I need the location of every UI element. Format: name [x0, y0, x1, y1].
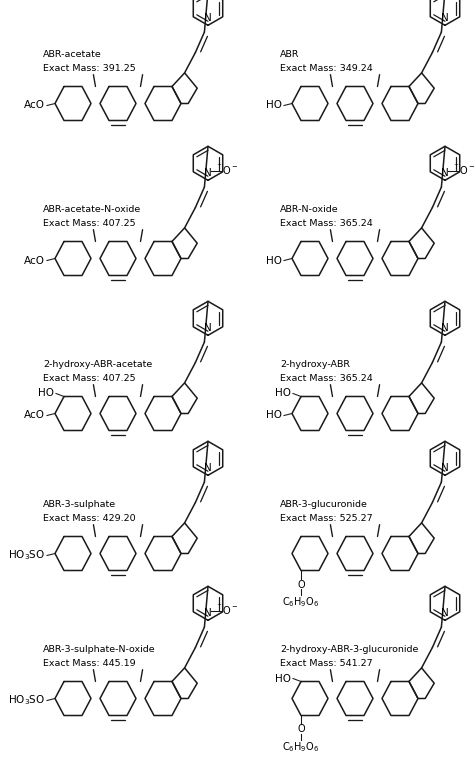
Text: HO: HO [266, 411, 282, 421]
Text: Exact Mass: 365.24: Exact Mass: 365.24 [280, 374, 373, 383]
Text: N: N [441, 13, 449, 23]
Text: Exact Mass: 365.24: Exact Mass: 365.24 [280, 219, 373, 228]
Text: N: N [204, 13, 212, 23]
Text: ABR: ABR [280, 50, 300, 59]
Text: AcO: AcO [24, 411, 45, 421]
Text: Exact Mass: 407.25: Exact Mass: 407.25 [43, 374, 136, 383]
Text: O: O [297, 579, 305, 590]
Text: ABR-acetate-N-oxide: ABR-acetate-N-oxide [43, 205, 141, 214]
Text: $^+$: $^+$ [215, 602, 223, 611]
Text: 2-hydroxy-ABR-acetate: 2-hydroxy-ABR-acetate [43, 360, 152, 369]
Text: O$^-$: O$^-$ [222, 604, 238, 616]
Text: 2-hydroxy-ABR-3-glucuronide: 2-hydroxy-ABR-3-glucuronide [280, 645, 419, 654]
Text: AcO: AcO [24, 101, 45, 110]
Text: C$_6$H$_9$O$_6$: C$_6$H$_9$O$_6$ [283, 596, 319, 609]
Text: Exact Mass: 391.25: Exact Mass: 391.25 [43, 64, 136, 73]
Text: AcO: AcO [24, 256, 45, 266]
Text: O$^-$: O$^-$ [222, 164, 238, 176]
Text: N: N [441, 168, 449, 178]
Text: N: N [204, 463, 212, 473]
Text: Exact Mass: 407.25: Exact Mass: 407.25 [43, 219, 136, 228]
Text: N: N [441, 323, 449, 333]
Text: Exact Mass: 349.24: Exact Mass: 349.24 [280, 64, 373, 73]
Text: Exact Mass: 541.27: Exact Mass: 541.27 [280, 659, 373, 668]
Text: HO: HO [275, 673, 291, 683]
Text: $^+$: $^+$ [452, 162, 460, 170]
Text: $^+$: $^+$ [215, 162, 223, 170]
Text: C$_6$H$_9$O$_6$: C$_6$H$_9$O$_6$ [283, 741, 319, 755]
Text: Exact Mass: 445.19: Exact Mass: 445.19 [43, 659, 136, 668]
Text: Exact Mass: 525.27: Exact Mass: 525.27 [280, 514, 373, 523]
Text: N: N [441, 608, 449, 619]
Text: N: N [204, 168, 212, 178]
Text: HO$_3$SO: HO$_3$SO [8, 694, 45, 708]
Text: ABR-N-oxide: ABR-N-oxide [280, 205, 338, 214]
Text: ABR-3-sulphate-N-oxide: ABR-3-sulphate-N-oxide [43, 645, 155, 654]
Text: HO$_3$SO: HO$_3$SO [8, 549, 45, 562]
Text: HO: HO [275, 389, 291, 399]
Text: N: N [204, 323, 212, 333]
Text: N: N [441, 463, 449, 473]
Text: ABR-3-glucuronide: ABR-3-glucuronide [280, 500, 368, 509]
Text: HO: HO [266, 101, 282, 110]
Text: O$^-$: O$^-$ [459, 164, 474, 176]
Text: ABR-acetate: ABR-acetate [43, 50, 102, 59]
Text: HO: HO [266, 256, 282, 266]
Text: 2-hydroxy-ABR: 2-hydroxy-ABR [280, 360, 350, 369]
Text: O: O [297, 724, 305, 734]
Text: N: N [204, 608, 212, 619]
Text: ABR-3-sulphate: ABR-3-sulphate [43, 500, 116, 509]
Text: HO: HO [38, 389, 54, 399]
Text: Exact Mass: 429.20: Exact Mass: 429.20 [43, 514, 136, 523]
